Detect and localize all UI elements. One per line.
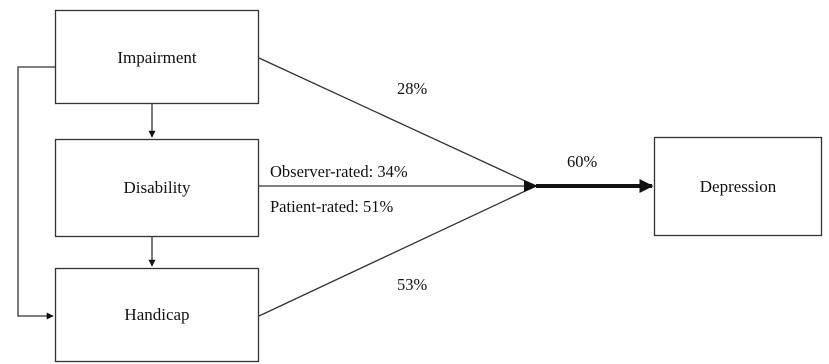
handicap-edge-label: 53% [397,275,428,294]
patient-rated-label: Patient-rated: 51% [270,197,394,216]
junction-arrowhead [524,180,538,192]
depression-node: Depression [653,136,823,237]
combined-edge-label: 60% [567,152,598,171]
impairment-label: Impairment [117,48,197,67]
handicap-node: Handicap [54,267,260,363]
handicap-label: Handicap [124,305,189,324]
disability-node: Disability [54,138,260,238]
impairment-to-handicap-arrow [17,66,55,320]
disability-label: Disability [123,178,191,197]
impairment-edge-label: 28% [397,79,428,98]
observer-rated-label: Observer-rated: 34% [270,162,408,181]
depression-label: Depression [700,177,777,196]
impairment-node: Impairment [54,9,260,105]
handicap-to-depression-line [258,185,537,317]
impairment-to-depression-line [258,57,537,187]
